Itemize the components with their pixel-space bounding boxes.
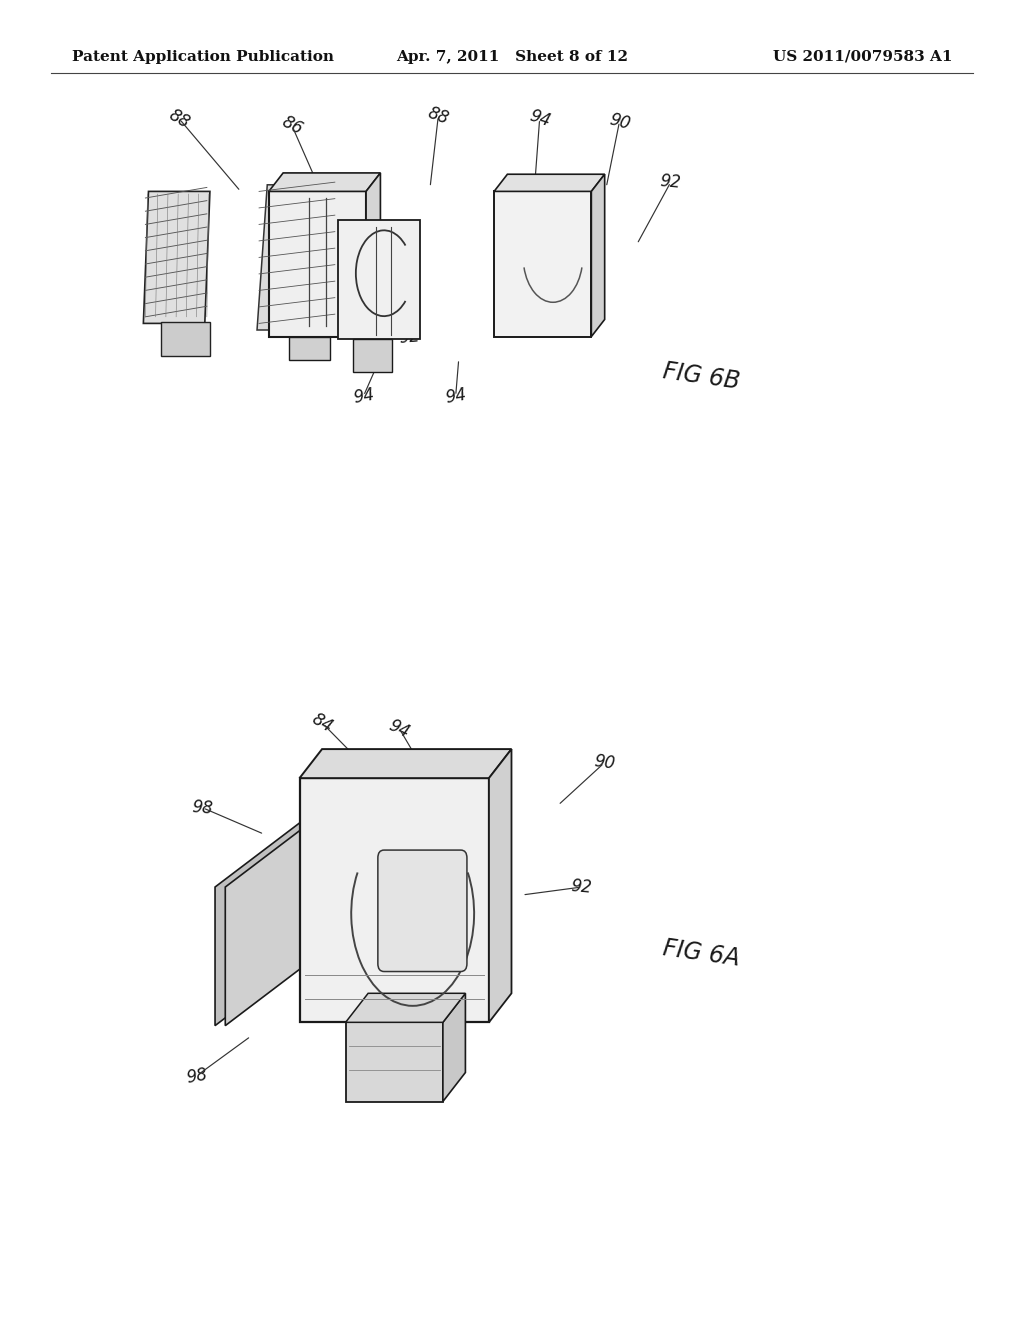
Polygon shape: [489, 750, 512, 1022]
Text: Patent Application Publication: Patent Application Publication: [72, 50, 334, 63]
Polygon shape: [143, 191, 210, 323]
Text: FIG 6A: FIG 6A: [662, 936, 741, 970]
Text: 98: 98: [184, 1065, 209, 1086]
Bar: [353, 339, 392, 372]
Polygon shape: [299, 750, 512, 777]
Text: 92: 92: [659, 173, 682, 191]
Text: 94: 94: [367, 1008, 391, 1030]
Polygon shape: [215, 821, 302, 1026]
Text: 86: 86: [279, 112, 305, 139]
Text: 90: 90: [593, 752, 615, 774]
Polygon shape: [268, 173, 381, 191]
Text: FIG 6B: FIG 6B: [662, 359, 741, 393]
Bar: [338, 220, 420, 339]
Polygon shape: [367, 173, 381, 337]
Text: 92: 92: [398, 327, 421, 346]
Text: 84: 84: [309, 710, 336, 737]
Polygon shape: [442, 993, 465, 1101]
Text: 98: 98: [191, 799, 214, 817]
Bar: [268, 191, 367, 337]
Text: 92: 92: [570, 878, 593, 896]
Text: Apr. 7, 2011   Sheet 8 of 12: Apr. 7, 2011 Sheet 8 of 12: [396, 50, 628, 63]
Text: 94: 94: [386, 715, 413, 742]
Polygon shape: [225, 821, 312, 1026]
Text: 94: 94: [526, 107, 553, 131]
Bar: [495, 191, 592, 337]
FancyBboxPatch shape: [378, 850, 467, 972]
Polygon shape: [257, 185, 337, 330]
Text: 88: 88: [166, 106, 193, 132]
Bar: [289, 337, 330, 360]
Text: 88: 88: [425, 104, 452, 128]
Text: 94: 94: [351, 385, 376, 407]
Polygon shape: [346, 993, 465, 1022]
Bar: [161, 322, 210, 356]
Polygon shape: [495, 174, 604, 191]
Text: US 2011/0079583 A1: US 2011/0079583 A1: [773, 50, 952, 63]
Text: 94: 94: [443, 385, 468, 407]
Text: 90: 90: [607, 110, 632, 133]
Polygon shape: [592, 174, 604, 337]
Polygon shape: [299, 777, 489, 1022]
Polygon shape: [346, 1022, 442, 1101]
